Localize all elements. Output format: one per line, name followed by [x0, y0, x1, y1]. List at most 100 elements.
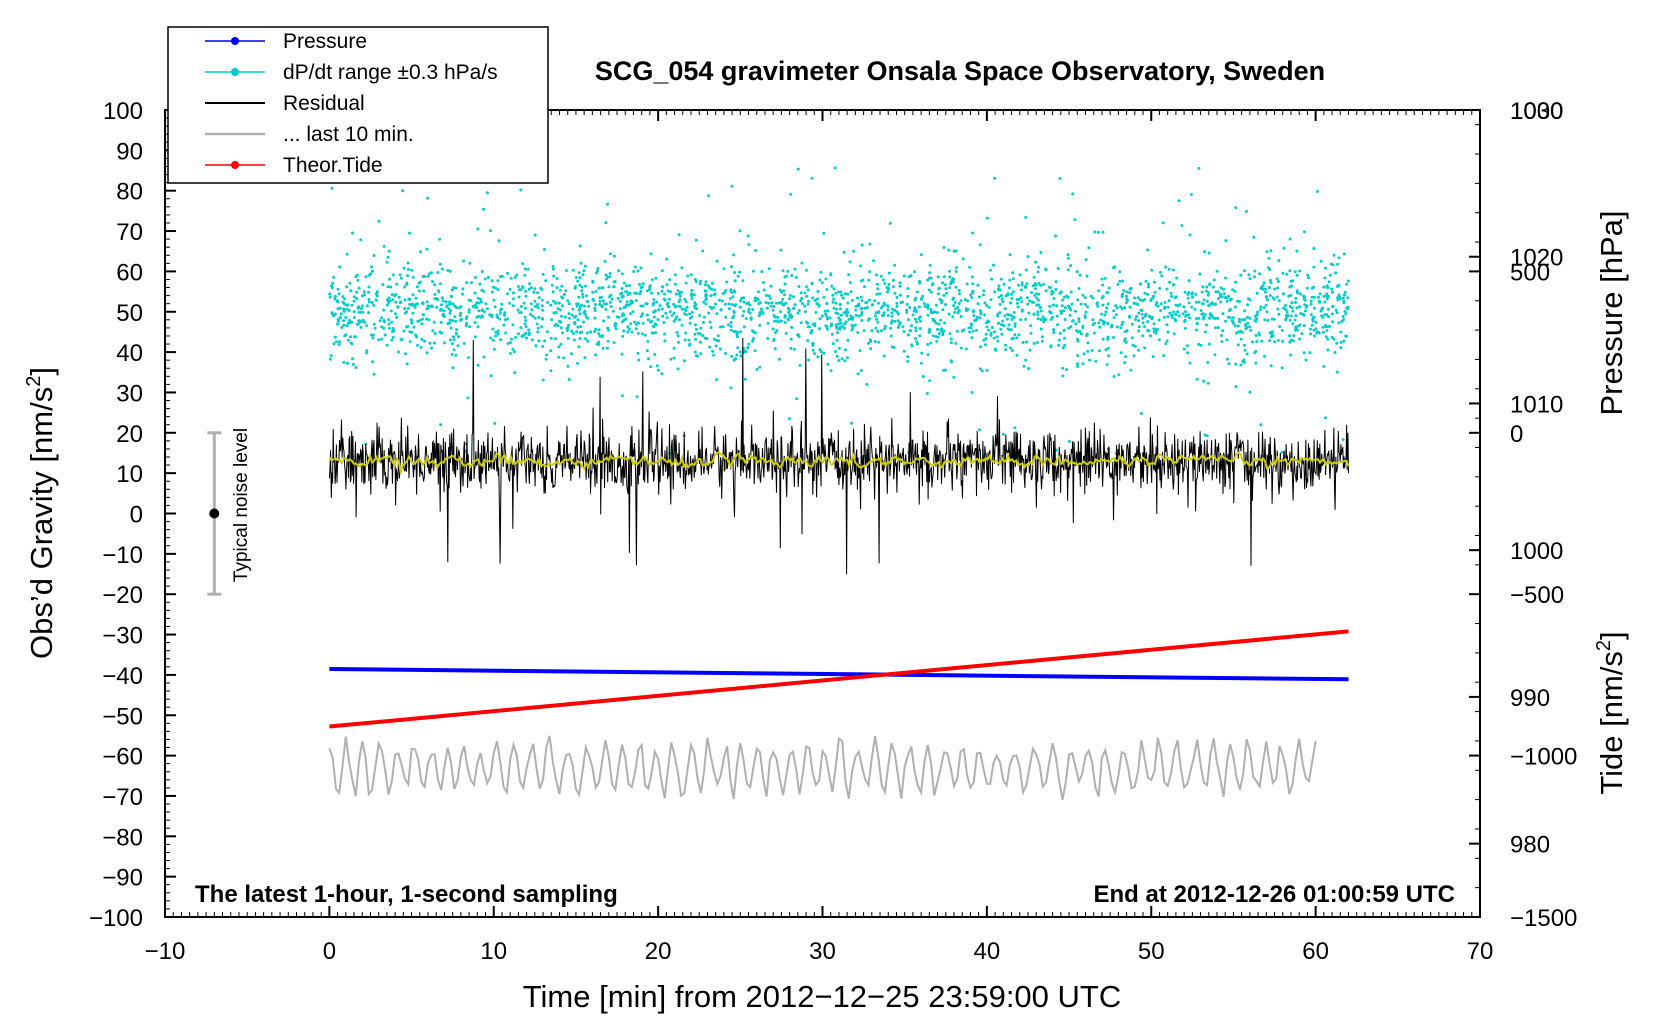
dpdt-point: [728, 307, 731, 311]
dpdt-point: [357, 321, 361, 325]
dpdt-point: [1224, 239, 1228, 243]
dpdt-point: [645, 302, 649, 306]
dpdt-point: [1166, 305, 1170, 309]
dpdt-point: [478, 282, 482, 286]
dpdt-point: [338, 340, 342, 344]
dpdt-point: [960, 329, 964, 333]
dpdt-point: [876, 287, 880, 291]
dpdt-point: [937, 322, 941, 326]
dpdt-point: [375, 290, 379, 294]
dpdt-point: [885, 290, 889, 294]
dpdt-point: [450, 288, 454, 292]
dpdt-point: [626, 325, 630, 329]
dpdt-point: [1298, 269, 1302, 273]
dpdt-point: [788, 297, 791, 301]
dpdt-point: [620, 287, 624, 290]
dpdt-point: [523, 273, 527, 277]
dpdt-point: [811, 348, 815, 352]
dpdt-point: [735, 353, 739, 357]
annotation-right: End at 2012-12-26 01:00:59 UTC: [1094, 881, 1456, 908]
dpdt-point: [530, 338, 534, 342]
dpdt-point: [1335, 341, 1339, 345]
dpdt-point: [1142, 325, 1146, 329]
dpdt-point: [540, 325, 544, 329]
dpdt-point: [1164, 342, 1168, 346]
dpdt-point: [998, 311, 1002, 315]
dpdt-point: [1211, 285, 1215, 289]
dpdt-point: [578, 276, 582, 279]
dpdt-point: [564, 289, 568, 293]
dpdt-point: [1146, 248, 1150, 252]
dpdt-point: [1214, 290, 1218, 294]
dpdt-point: [789, 337, 793, 341]
dpdt-point: [813, 324, 817, 328]
dpdt-point: [1011, 336, 1015, 340]
dpdt-point: [622, 313, 626, 317]
dpdt-point: [1153, 280, 1156, 284]
dpdt-point: [1289, 353, 1293, 357]
dpdt-point: [513, 350, 516, 354]
dpdt-point: [359, 320, 363, 324]
dpdt-point: [1086, 341, 1090, 345]
dpdt-point: [984, 321, 988, 325]
dpdt-point: [887, 271, 891, 275]
dpdt-point: [1103, 313, 1107, 317]
dpdt-point: [695, 307, 698, 311]
dpdt-point: [1335, 370, 1339, 374]
dpdt-point: [411, 275, 415, 279]
dpdt-point: [1154, 331, 1158, 335]
dpdt-point: [606, 339, 610, 343]
dpdt-point: [1115, 325, 1119, 329]
dpdt-point: [868, 270, 872, 274]
dpdt-point: [891, 278, 895, 282]
dpdt-point: [952, 375, 956, 379]
dpdt-point: [1335, 311, 1339, 315]
dpdt-point: [918, 279, 922, 283]
dpdt-point: [906, 355, 910, 359]
dpdt-point: [1299, 312, 1303, 315]
dpdt-point: [766, 337, 770, 340]
dpdt-point: [693, 332, 697, 336]
dpdt-point: [1333, 351, 1337, 354]
dpdt-point: [367, 297, 371, 301]
dpdt-point: [1136, 296, 1140, 300]
dpdt-point: [1077, 317, 1081, 321]
dpdt-point: [598, 334, 602, 338]
dpdt-point: [611, 309, 615, 313]
dpdt-point: [984, 337, 988, 340]
dpdt-point: [1143, 291, 1147, 295]
dpdt-point: [1081, 293, 1085, 297]
dpdt-point: [792, 306, 796, 310]
dpdt-point: [954, 270, 958, 273]
dpdt-point: [732, 310, 736, 313]
dpdt-point: [987, 305, 991, 309]
dpdt-point: [860, 310, 864, 314]
x-tick-label: 30: [809, 938, 836, 965]
dpdt-point: [767, 267, 771, 271]
dpdt-point: [496, 316, 499, 319]
dpdt-point: [353, 335, 357, 339]
dpdt-point: [1269, 249, 1273, 253]
dpdt-point: [1254, 361, 1258, 365]
dpdt-point: [439, 423, 443, 427]
dpdt-point: [1061, 366, 1065, 370]
dpdt-point: [773, 347, 777, 351]
dpdt-point: [1320, 314, 1324, 318]
dpdt-point: [513, 275, 517, 279]
dpdt-point: [505, 292, 509, 296]
dpdt-point: [454, 332, 458, 336]
dpdt-point: [360, 304, 364, 308]
dpdt-point: [1329, 262, 1333, 266]
dpdt-point: [589, 330, 593, 334]
dpdt-point: [1207, 342, 1211, 346]
dpdt-point: [850, 421, 853, 425]
dpdt-point: [410, 321, 414, 325]
dpdt-point: [837, 346, 841, 350]
dpdt-point: [796, 333, 800, 337]
dpdt-point: [1295, 273, 1299, 277]
dpdt-point: [980, 369, 984, 373]
dpdt-point: [372, 254, 376, 257]
dpdt-point: [373, 326, 377, 330]
dpdt-point: [1183, 318, 1187, 322]
pressure-tick-label: 1010: [1510, 391, 1563, 418]
